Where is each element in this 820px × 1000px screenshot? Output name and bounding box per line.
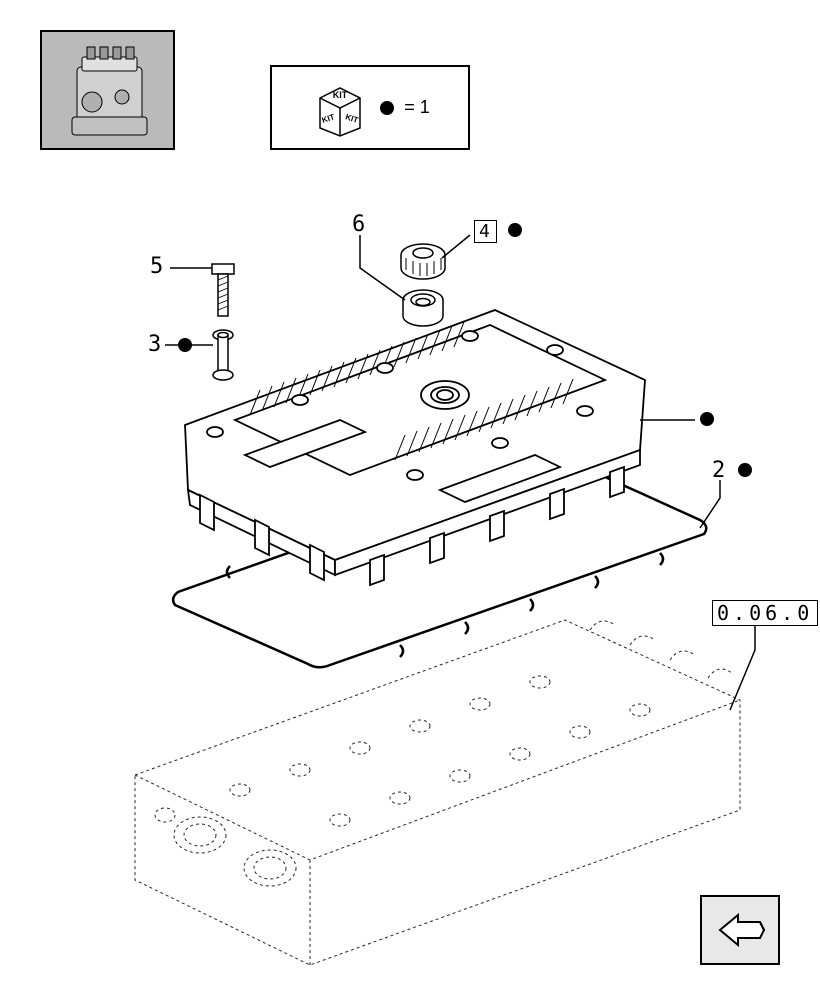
spacer-part bbox=[213, 330, 233, 380]
kit-dot-3 bbox=[178, 338, 192, 352]
callout-4-box: 4 bbox=[474, 220, 497, 243]
callout-5: 5 bbox=[150, 254, 163, 279]
cylinder-head-ghost bbox=[135, 620, 740, 965]
exploded-diagram bbox=[0, 0, 820, 1000]
filler-neck-part bbox=[403, 290, 443, 326]
callout-3: 3 bbox=[148, 332, 161, 357]
callout-2: 2 bbox=[712, 458, 725, 483]
back-icon-box[interactable] bbox=[700, 895, 780, 965]
bolt-part bbox=[212, 264, 234, 316]
valve-cover-part bbox=[185, 310, 645, 585]
kit-dot-2 bbox=[738, 463, 752, 477]
back-arrow-icon bbox=[710, 905, 770, 955]
callout-6: 6 bbox=[352, 212, 365, 237]
callout-ref-box: 0.06.0 bbox=[712, 600, 818, 626]
cap-part bbox=[401, 244, 445, 279]
kit-dot-4 bbox=[508, 223, 522, 237]
kit-dot-cover bbox=[700, 412, 714, 426]
